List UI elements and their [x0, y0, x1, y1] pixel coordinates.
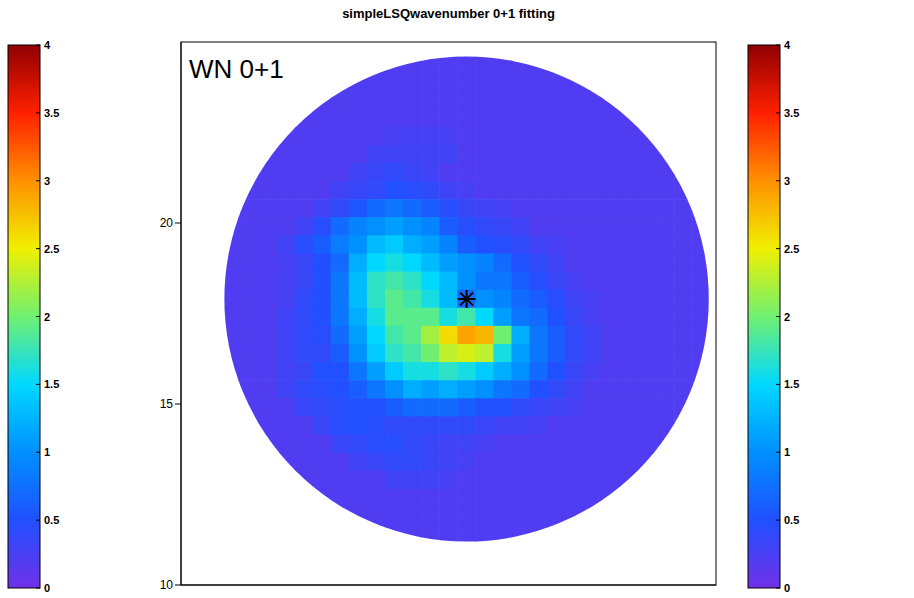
svg-text:1.5: 1.5 [784, 378, 799, 390]
svg-text:20: 20 [160, 216, 174, 230]
svg-text:4: 4 [784, 39, 791, 51]
svg-text:0.5: 0.5 [44, 514, 59, 526]
svg-text:3: 3 [44, 175, 50, 187]
svg-text:3.5: 3.5 [784, 107, 799, 119]
svg-text:4: 4 [44, 39, 51, 51]
svg-text:0.5: 0.5 [784, 514, 799, 526]
svg-text:0: 0 [44, 582, 50, 594]
svg-text:1: 1 [44, 446, 50, 458]
svg-text:2: 2 [784, 311, 790, 323]
svg-text:2.5: 2.5 [784, 243, 799, 255]
svg-text:3: 3 [784, 175, 790, 187]
svg-text:WN 0+1: WN 0+1 [189, 54, 284, 84]
svg-text:simpleLSQwavenumber 0+1 fittin: simpleLSQwavenumber 0+1 fitting [342, 6, 555, 21]
svg-text:0: 0 [784, 582, 790, 594]
svg-text:1: 1 [784, 446, 790, 458]
svg-text:1.5: 1.5 [44, 378, 59, 390]
svg-text:10: 10 [160, 578, 174, 592]
svg-text:3.5: 3.5 [44, 107, 59, 119]
svg-text:15: 15 [160, 397, 174, 411]
svg-text:2.5: 2.5 [44, 243, 59, 255]
svg-text:2: 2 [44, 311, 50, 323]
